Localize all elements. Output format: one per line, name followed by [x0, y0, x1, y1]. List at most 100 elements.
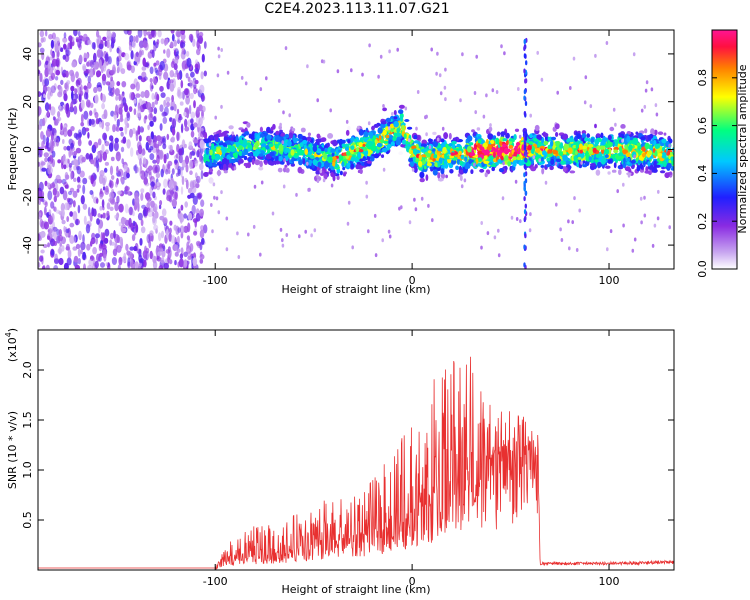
spectrogram-cell [118, 221, 122, 227]
spectrogram-cell [436, 137, 440, 142]
spectrogram-cell [115, 95, 119, 101]
spectrogram-cell [586, 133, 591, 138]
spectrogram-cell [400, 115, 403, 122]
spectrogram-cell [489, 123, 492, 128]
spectrogram-cell [125, 243, 129, 251]
spectrogram-cell [49, 90, 53, 97]
spectrogram-cell [103, 237, 109, 244]
spectrogram-cell [514, 179, 518, 184]
spectrogram-cell [285, 233, 289, 237]
spectrogram-cell [592, 147, 597, 153]
spectrogram-cell [622, 149, 628, 154]
spectrogram-cell [190, 118, 194, 124]
spectrogram-cell [420, 148, 427, 153]
spectrogram-cell [128, 106, 133, 112]
spectrogram-cell [643, 160, 646, 168]
spectrogram-cell [93, 86, 98, 94]
spectrogram-cell [73, 30, 78, 37]
spectrogram-cell [210, 203, 213, 207]
spectrogram-cell [70, 71, 74, 78]
spectrogram-cell [432, 158, 436, 162]
spectrogram-cell [607, 134, 612, 141]
spectrogram-cell [143, 259, 147, 268]
spectrogram-cell [456, 143, 461, 148]
spectrogram-cell [632, 137, 639, 145]
spectrogram-cell [632, 52, 636, 57]
spectrogram-cell [455, 165, 459, 170]
spectrogram-cell [584, 137, 589, 142]
spectrogram-cell [38, 161, 41, 167]
spectrogram-cell [293, 137, 297, 144]
spectrogram-cell [61, 155, 66, 165]
spectrogram-cell [373, 213, 377, 218]
spectrogram-cell [351, 142, 356, 146]
spectrogram-cell [87, 75, 92, 84]
spectrogram-cell [131, 234, 136, 242]
spectrogram-cell [320, 59, 324, 64]
spectrogram-cell [309, 155, 315, 159]
spectrogram-cell [428, 150, 432, 154]
spectrogram-cell [118, 49, 122, 57]
spectrogram-cell [216, 148, 221, 153]
spectrogram-cell [226, 154, 230, 160]
spectrogram-cell [133, 108, 137, 116]
spectrogram-cell [654, 143, 660, 150]
spectrogram-cell [523, 95, 526, 101]
spectrogram-cell [653, 223, 657, 228]
spectrogram-cell [633, 237, 637, 242]
spectrogram-cell [163, 178, 168, 188]
spectrogram-cell [633, 154, 636, 159]
spectrogram-cell [86, 243, 91, 251]
spectrogram-cell [513, 151, 518, 157]
spectrogram-cell [444, 163, 449, 169]
spectrogram-cell [51, 58, 58, 67]
spectrogram-cell [640, 108, 644, 113]
spectrogram-cell [444, 67, 447, 72]
y-tick-label: -40 [21, 236, 34, 254]
spectrogram-cell [330, 172, 334, 178]
spectrogram-cell [138, 258, 143, 264]
spectrogram-cell [189, 92, 194, 100]
spectrogram-cell [470, 169, 474, 175]
spectrogram-cell [101, 102, 105, 110]
spectrogram-cell [71, 90, 74, 101]
spectrogram-cell [480, 245, 483, 250]
spectrogram-cell [200, 169, 204, 180]
spectrogram-cell [54, 258, 59, 265]
spectrogram-cell [223, 170, 228, 174]
spectrogram-cell [196, 48, 201, 56]
spectrogram-cell [208, 177, 214, 184]
spectrogram-cell [428, 145, 432, 150]
spectrogram-cell [157, 30, 162, 38]
spectrogram-cell [523, 46, 526, 51]
spectrogram-cell [661, 138, 667, 144]
spectrogram-cell [150, 131, 154, 140]
spectrogram-cell [76, 188, 80, 193]
spectrogram-cell [109, 191, 115, 199]
spectrogram-cell [567, 219, 570, 224]
spectrogram-cell [534, 124, 540, 132]
spectrogram-cell [213, 195, 216, 200]
spectrogram-cell [75, 71, 79, 79]
spectrogram-cell [42, 264, 46, 269]
spectrogram-cell [158, 204, 162, 210]
spectrogram-cell [303, 144, 307, 150]
spectrogram-cell [80, 241, 86, 251]
spectrogram-cell [174, 260, 177, 266]
spectrogram-cell [143, 177, 148, 185]
spectrogram-cell [61, 209, 65, 217]
spectrogram-cell [323, 160, 330, 168]
spectrogram-cell [330, 165, 336, 171]
spectrogram-cell [47, 147, 51, 152]
spectrogram-cell [555, 132, 559, 137]
spectrogram-cell [59, 242, 62, 247]
spectrogram-cell [382, 167, 386, 172]
spectrogram-cell [205, 161, 211, 165]
spectrogram-cell [40, 230, 46, 238]
snr-xlabel: Height of straight line (km) [281, 583, 430, 596]
spectrogram-cell [101, 119, 104, 130]
spectrogram-cell [458, 150, 462, 155]
spectrogram-cell [203, 224, 208, 234]
spectrogram-cell [419, 171, 425, 179]
spectrogram-cell [483, 160, 490, 164]
